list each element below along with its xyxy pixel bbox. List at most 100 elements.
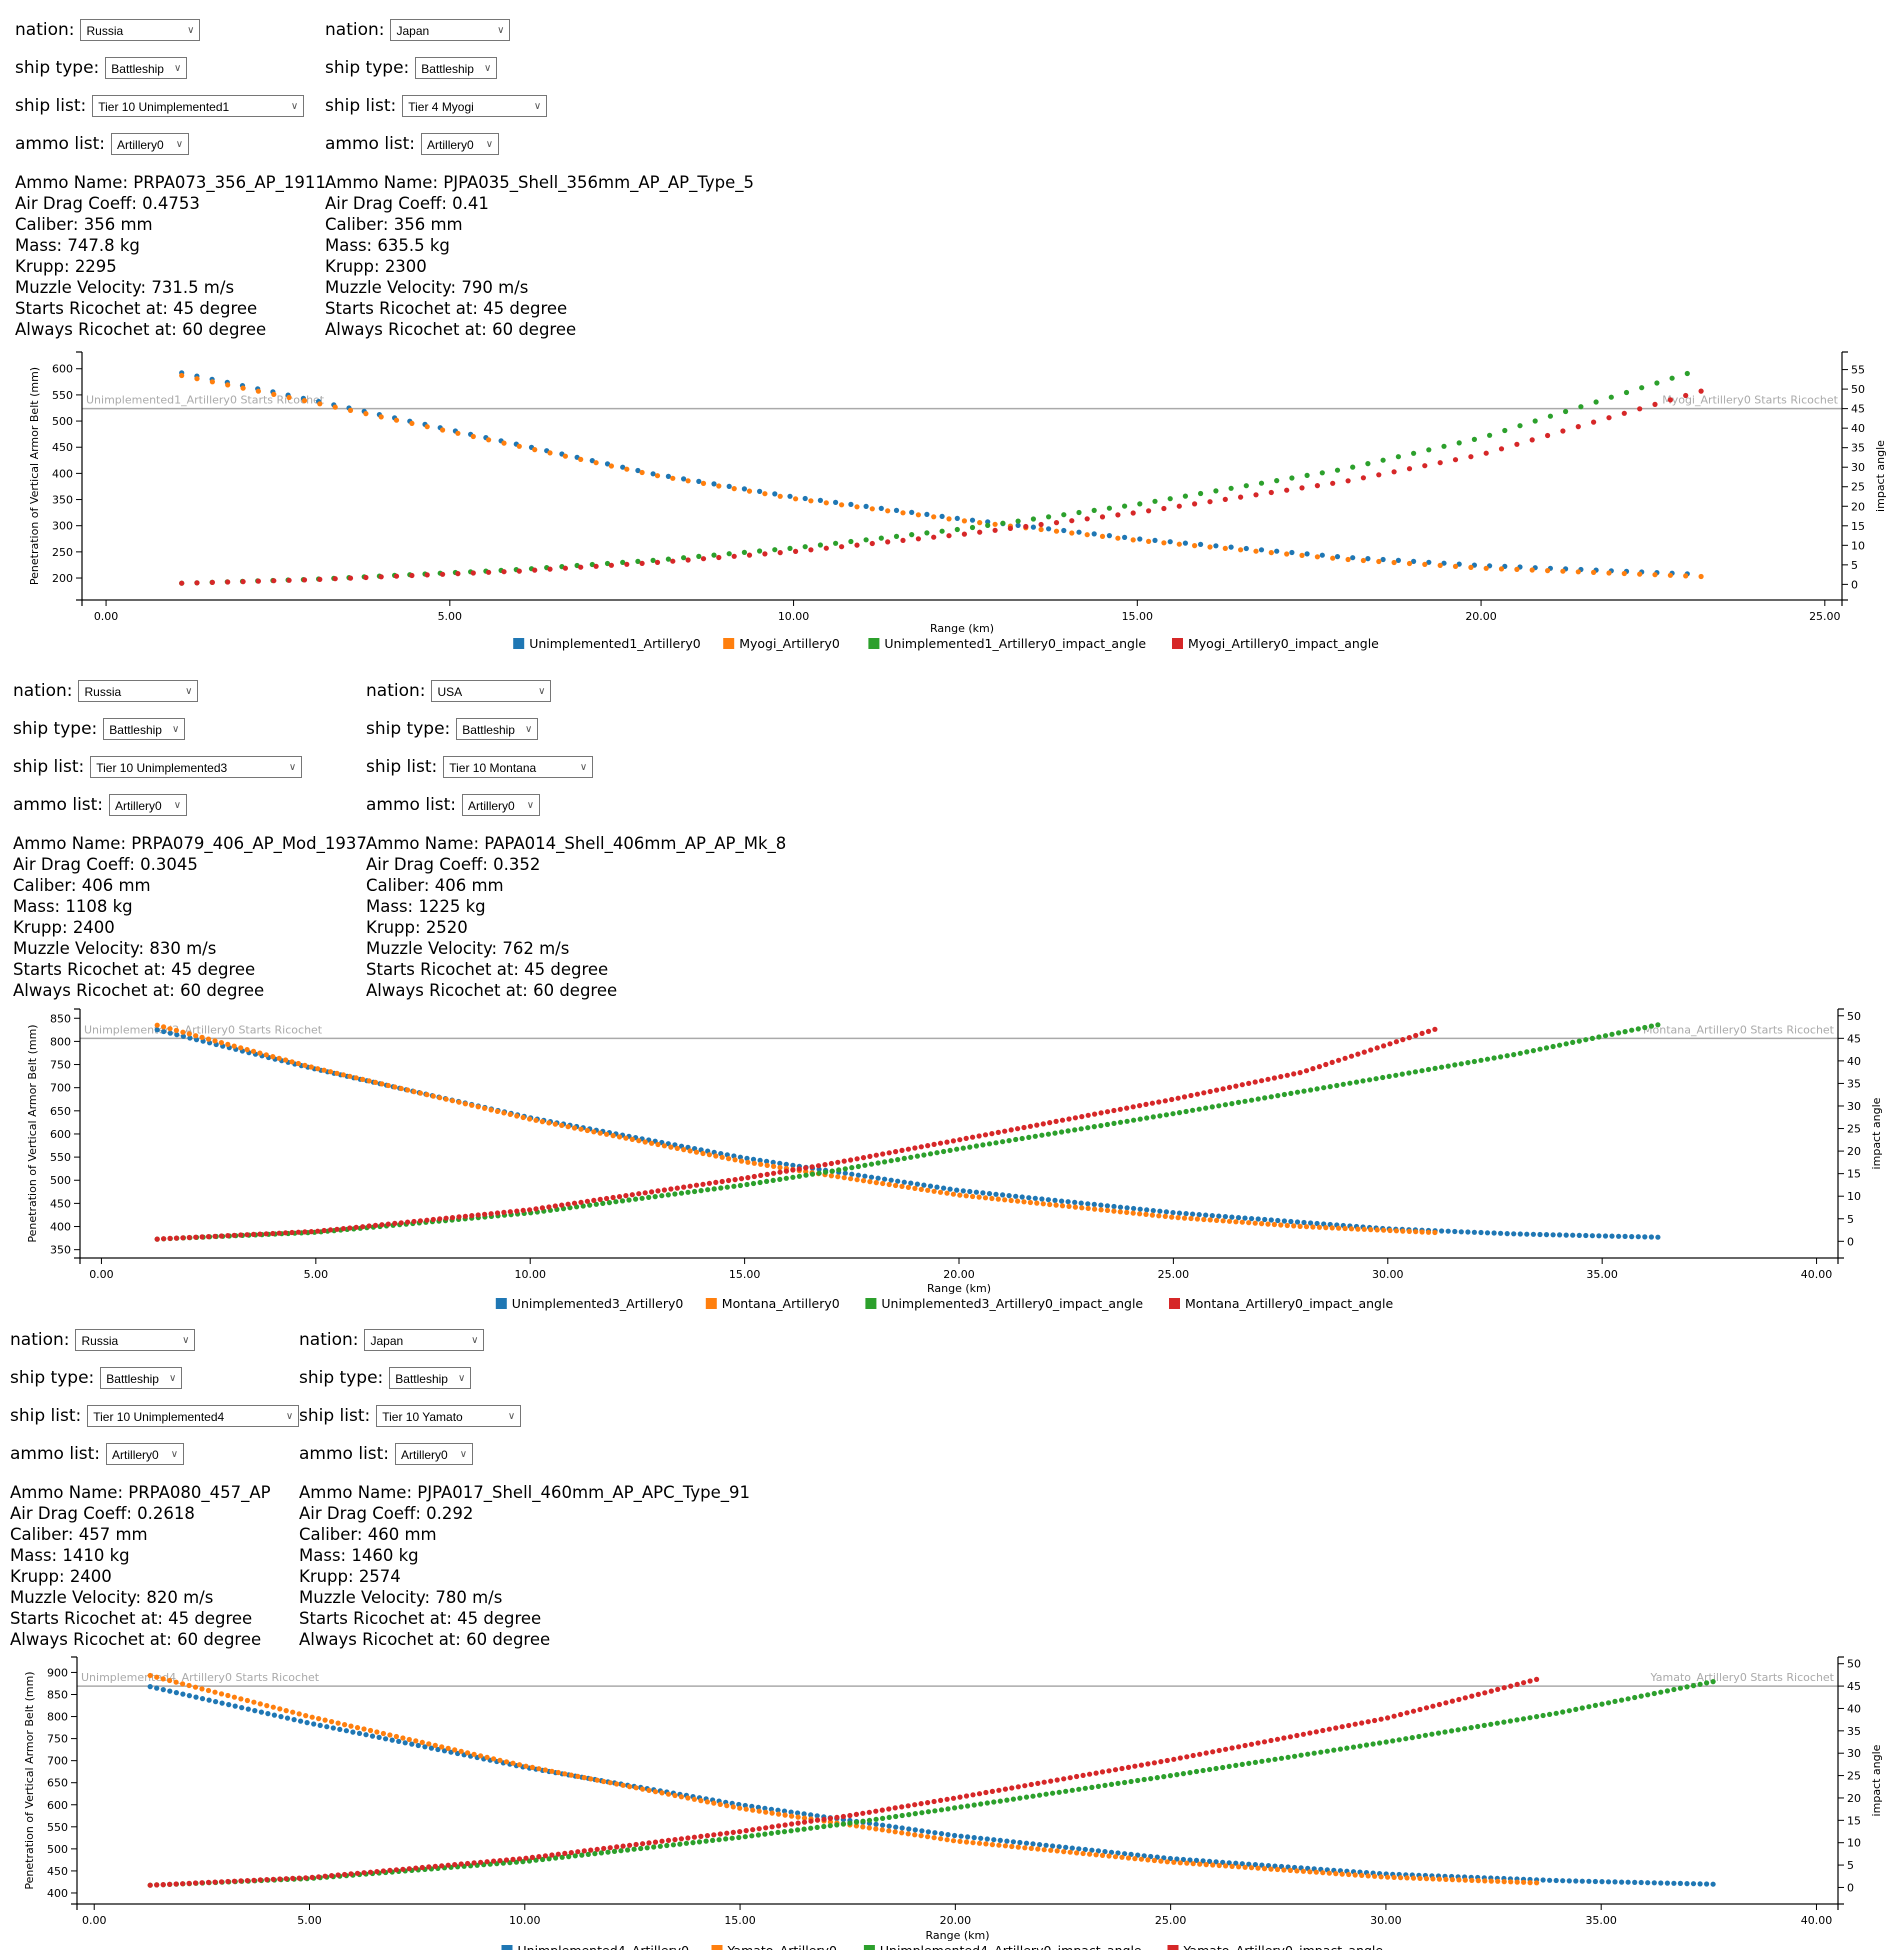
data-point: [1242, 1864, 1248, 1870]
data-point: [1146, 538, 1152, 545]
data-point: [437, 1216, 443, 1222]
data-point: [445, 1862, 451, 1868]
ammo-list-select[interactable]: Artillery0 ∨: [395, 1443, 474, 1465]
data-point: [1108, 1781, 1115, 1787]
data-point: [1342, 1055, 1348, 1061]
data-point: [549, 1852, 555, 1858]
chevron-down-icon: ∨: [173, 63, 182, 74]
data-point: [969, 517, 976, 523]
ammo-list-select[interactable]: Artillery0 ∨: [462, 794, 541, 816]
ship-list-select[interactable]: Tier 10 Unimplemented4 ∨: [87, 1405, 300, 1427]
chevron-down-icon: ∨: [285, 1411, 294, 1422]
nation-select[interactable]: USA ∨: [431, 680, 552, 702]
data-point: [1540, 1712, 1546, 1719]
data-point: [1053, 528, 1060, 534]
data-point: [1043, 1842, 1049, 1848]
data-point: [1488, 1878, 1494, 1884]
data-point: [768, 1830, 775, 1836]
data-point: [330, 1725, 336, 1731]
ammo-list-select[interactable]: Artillery0 ∨: [111, 133, 190, 155]
ship-type-select[interactable]: Battleship ∨: [103, 718, 186, 740]
data-point: [1671, 1686, 1677, 1693]
ship-type-select[interactable]: Battleship ∨: [456, 718, 539, 740]
ammo-list-select[interactable]: Artillery0 ∨: [106, 1443, 185, 1465]
data-point: [954, 515, 960, 522]
data-point: [1053, 1202, 1059, 1208]
ammo-list-select[interactable]: Artillery0 ∨: [109, 794, 188, 816]
legend-item: Montana_Artillery0_impact_angle: [1169, 1296, 1393, 1311]
legend-item: Yamato_Artillery0: [711, 1943, 837, 1950]
legend-label: Montana_Artillery0_impact_angle: [1185, 1296, 1393, 1311]
ammo-list-select[interactable]: Artillery0 ∨: [421, 133, 500, 155]
data-point: [1437, 460, 1443, 466]
ship-list-select[interactable]: Tier 4 Myogi ∨: [402, 95, 548, 117]
ship-list-select[interactable]: Tier 10 Montana ∨: [443, 756, 594, 778]
data-point: [1573, 1878, 1579, 1884]
always-ricochet: Always Ricochet at: 60 degree: [299, 1630, 551, 1649]
data-point: [1413, 1032, 1419, 1039]
ship-type-select[interactable]: Battleship ∨: [105, 57, 188, 79]
nation-select[interactable]: Russia ∨: [80, 19, 201, 41]
data-point: [575, 1849, 581, 1855]
data-point: [1313, 1729, 1319, 1735]
data-point: [1141, 1776, 1147, 1783]
ship-list-select[interactable]: Tier 10 Yamato ∨: [376, 1405, 522, 1427]
data-point: [1534, 1714, 1540, 1720]
data-point: [1015, 1844, 1021, 1850]
data-point: [802, 495, 808, 502]
air-drag-coeff: Air Drag Coeff: 0.4753: [15, 194, 200, 213]
legend-swatch: [711, 1945, 723, 1950]
data-point: [597, 1130, 603, 1136]
chevron-down-icon: ∨: [182, 1335, 190, 1346]
data-point: [1235, 1099, 1242, 1105]
data-point: [652, 1839, 659, 1845]
data-point: [1149, 1100, 1155, 1106]
data-point: [1229, 1101, 1235, 1107]
data-point: [1658, 1689, 1664, 1695]
data-point: [367, 1727, 374, 1734]
data-point: [1419, 1068, 1425, 1074]
data-point: [1069, 1787, 1075, 1793]
data-point: [469, 1213, 475, 1219]
nation-select[interactable]: Japan ∨: [390, 19, 511, 41]
data-point: [270, 1876, 276, 1882]
data-point: [1677, 1880, 1683, 1886]
ship-list-row: ship list: Tier 10 Unimplemented1 ∨: [15, 93, 305, 119]
data-point: [568, 1850, 574, 1856]
nation-select[interactable]: Russia ∨: [78, 680, 199, 702]
data-point: [1197, 1751, 1203, 1757]
data-point: [428, 1745, 434, 1751]
legend-label: Montana_Artillery0: [722, 1296, 840, 1311]
ship-list-select[interactable]: Tier 10 Unimplemented3 ∨: [90, 756, 303, 778]
data-point: [1491, 1055, 1497, 1061]
data-point: [565, 1201, 571, 1207]
data-point: [244, 1697, 250, 1704]
data-point: [507, 1209, 513, 1215]
starts-ricochet: Starts Ricochet at: 45 degree: [299, 1609, 542, 1628]
data-point: [1265, 1757, 1272, 1763]
data-point: [1028, 1845, 1034, 1851]
ship-type-label: ship type:: [10, 1368, 95, 1388]
data-point: [1393, 1072, 1399, 1078]
ship-type-select[interactable]: Battleship ∨: [415, 57, 498, 79]
caliber: Caliber: 406 mm: [366, 876, 504, 895]
data-point: [340, 1072, 346, 1078]
data-point: [1069, 530, 1075, 536]
y2-tick-label: 50: [1847, 1010, 1861, 1023]
ship-type-select[interactable]: Battleship ∨: [100, 1367, 183, 1389]
data-point: [758, 1172, 764, 1178]
ship-type-select[interactable]: Battleship ∨: [389, 1367, 472, 1389]
data-point: [777, 493, 783, 499]
data-point: [1391, 1874, 1397, 1880]
data-point: [1498, 1230, 1504, 1236]
ship-list-select[interactable]: Tier 10 Unimplemented1 ∨: [92, 95, 305, 117]
nation-select[interactable]: Russia ∨: [75, 1329, 196, 1351]
y2-axis-label: impact angle: [1874, 440, 1887, 512]
data-point: [950, 1795, 957, 1801]
data-point: [1087, 1851, 1093, 1857]
data-point: [539, 1205, 546, 1211]
x-tick-label: 10.00: [509, 1914, 541, 1927]
data-point: [1047, 1120, 1053, 1126]
data-point: [1053, 520, 1060, 526]
nation-select[interactable]: Japan ∨: [364, 1329, 485, 1351]
